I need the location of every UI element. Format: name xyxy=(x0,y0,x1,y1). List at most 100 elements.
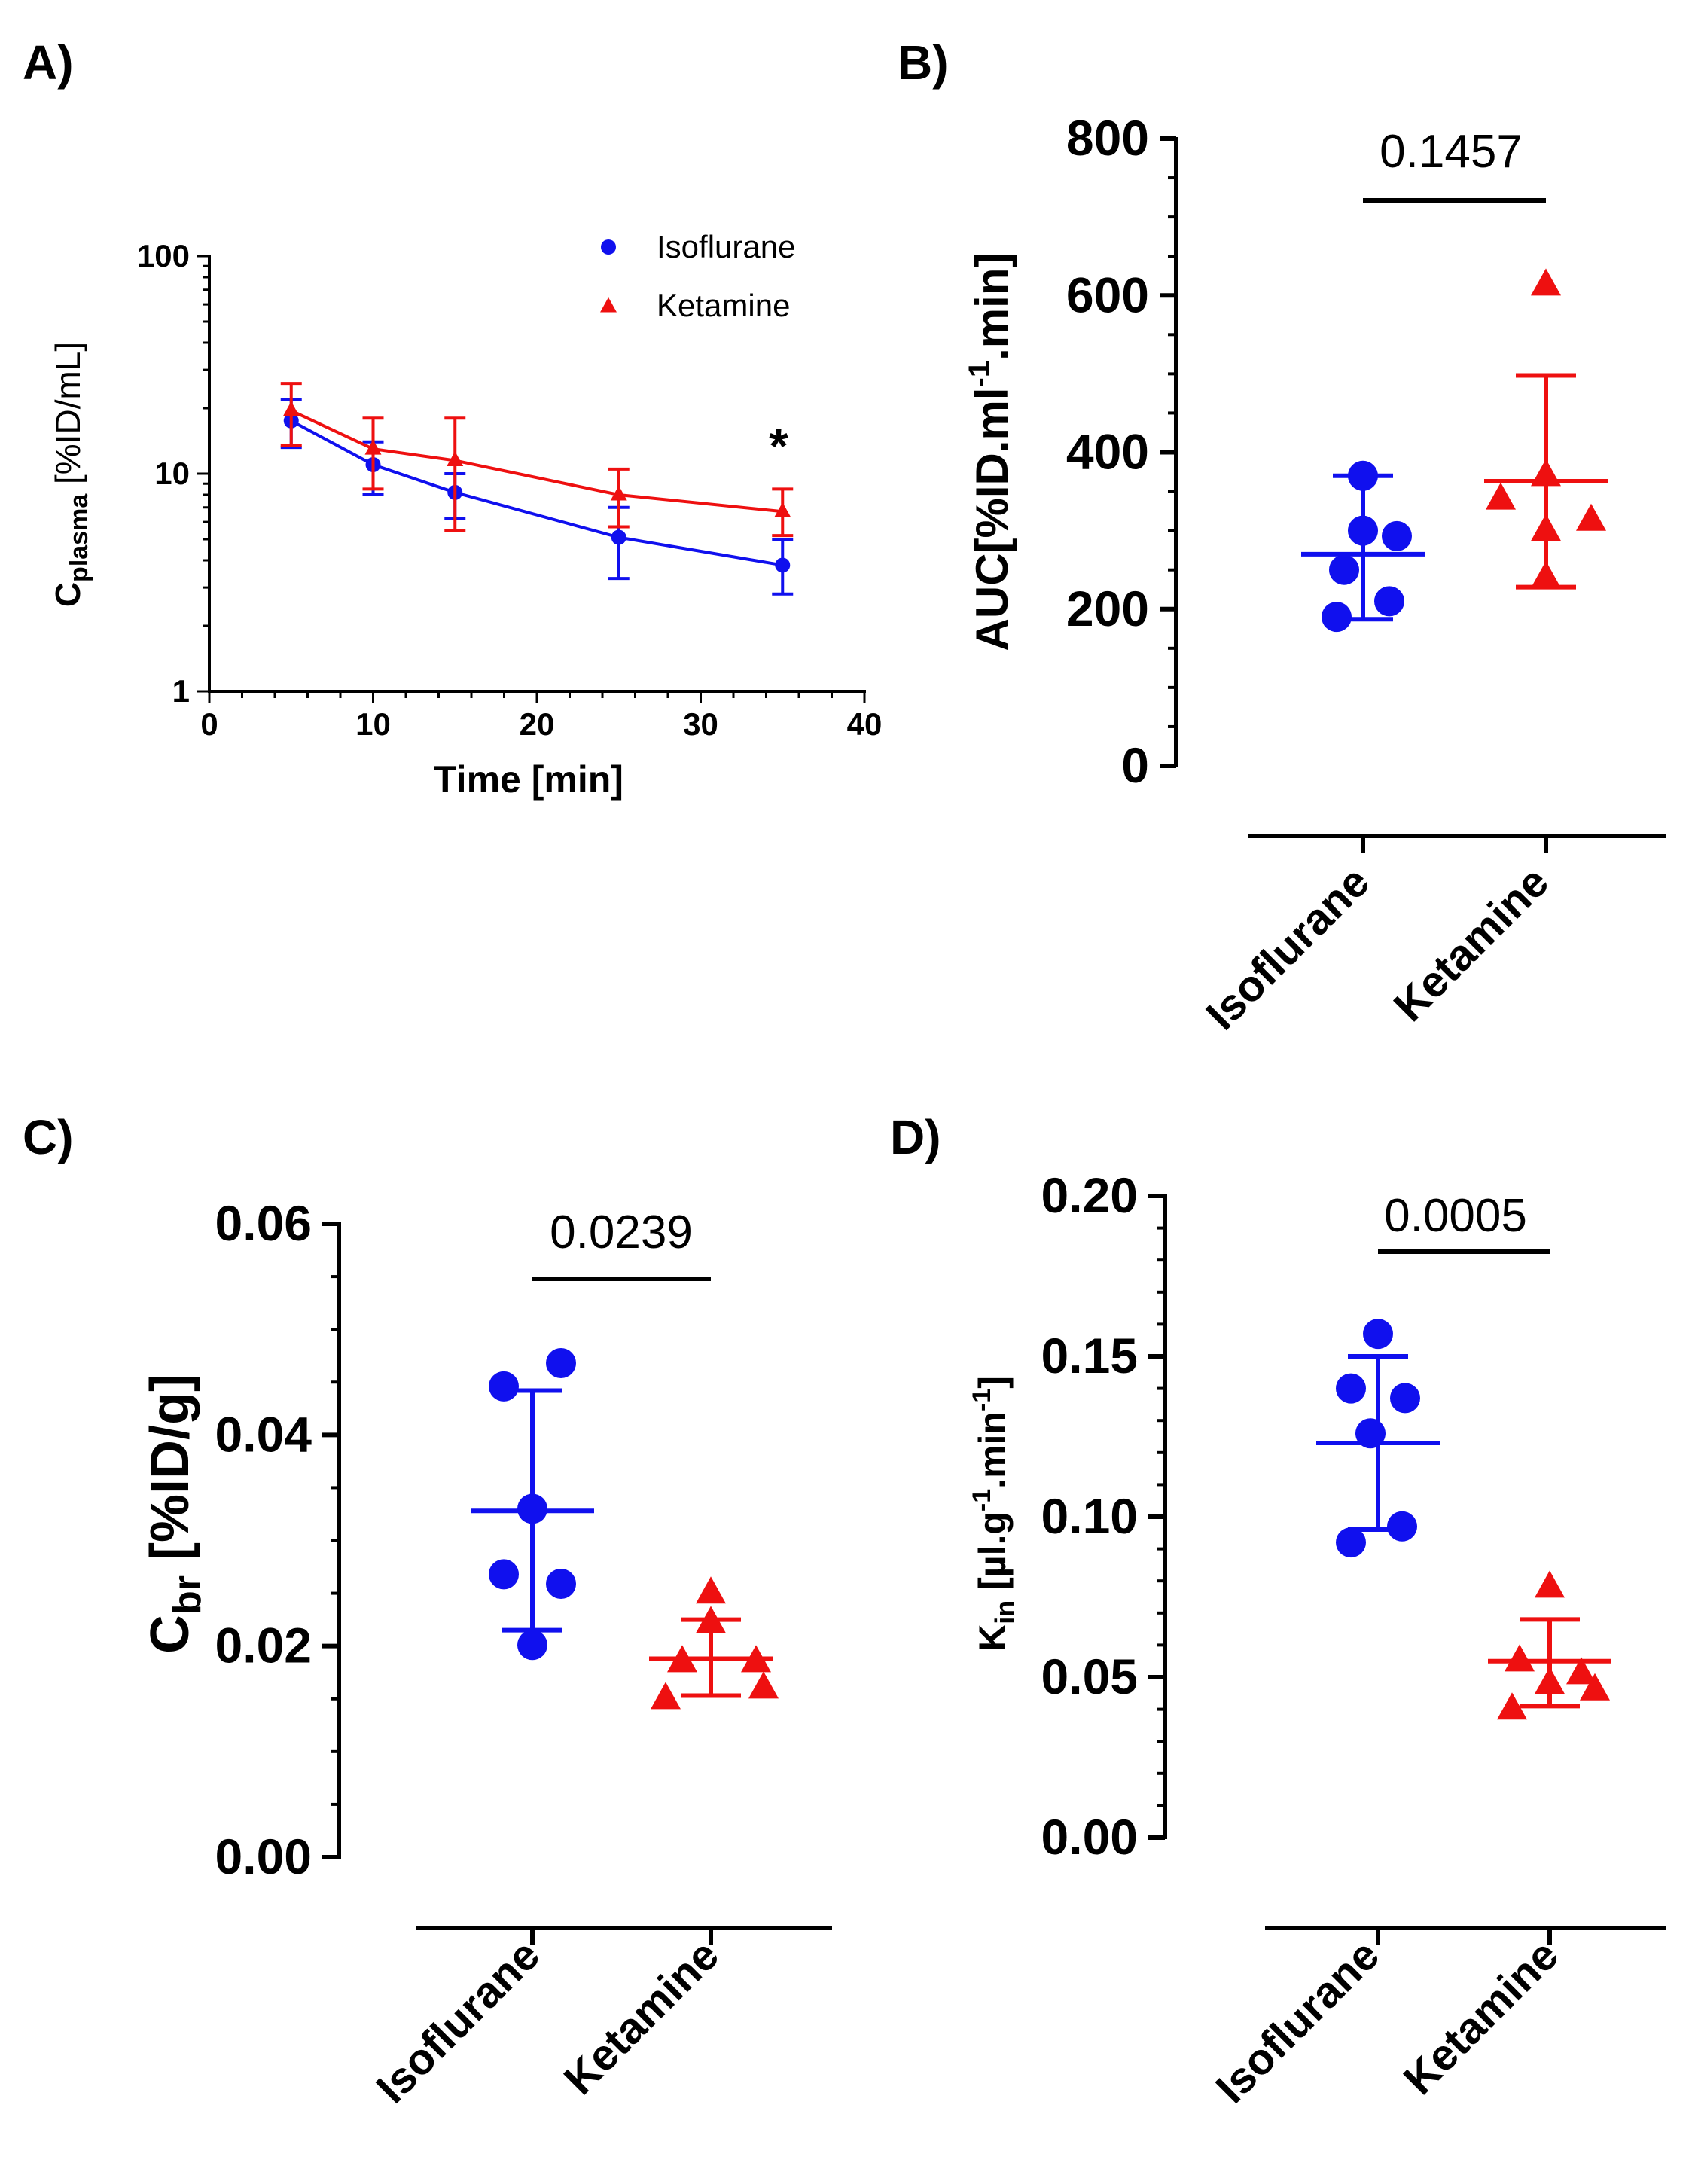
panel-d-y-tick-label: 0.10 xyxy=(1041,1488,1138,1544)
legend-ketamine-label: Ketamine xyxy=(657,288,790,323)
panel-b-ketamine-point xyxy=(1531,514,1561,541)
legend-ketamine-symbol xyxy=(600,297,617,313)
panel-d-ketamine-point xyxy=(1580,1673,1610,1701)
panel-d-y-title-sup2: -1 xyxy=(968,1389,996,1411)
panel-d-y-title-rest2: .min xyxy=(971,1411,1014,1489)
panel-a-series xyxy=(280,382,794,596)
panel-b-y-title: AUC[%ID.ml-1.min] xyxy=(963,253,1017,651)
panel-a-ketamine-point xyxy=(774,502,791,517)
legend-isoflurane-marker xyxy=(601,239,616,255)
panel-c-category-ketamine: Ketamine xyxy=(555,1930,729,2104)
panel-b-ketamine-point xyxy=(1576,503,1606,531)
panel-c-ticks: 0.00 0.02 0.04 0.06 xyxy=(215,1195,339,1884)
panel-a-x-title: Time [min] xyxy=(434,758,623,801)
panel-c-data xyxy=(471,1348,779,1710)
panel-c-isoflurane-point xyxy=(546,1348,576,1379)
panel-a-ketamine-point xyxy=(447,451,464,466)
panel-b-y-title-sup: -1 xyxy=(963,361,996,388)
panel-d-isoflurane-point xyxy=(1336,1373,1366,1404)
panel-d-label: D) xyxy=(890,1110,941,1164)
panel-a-isoflurane-point xyxy=(775,557,791,573)
panel-b-axes xyxy=(1174,137,1666,853)
panel-b-isoflurane-point xyxy=(1374,586,1404,617)
panel-d-ketamine-point xyxy=(1497,1692,1527,1720)
panel-a-isoflurane-point xyxy=(611,529,626,545)
legend-ketamine-marker xyxy=(600,297,617,313)
panel-d-isoflurane-point xyxy=(1387,1511,1417,1542)
panel-a-x-tick-label: 20 xyxy=(520,706,555,742)
panel-b-category-ketamine: Ketamine xyxy=(1385,857,1559,1031)
panel-c-isoflurane-point xyxy=(489,1559,519,1590)
panel-a: A) 0 10 20 30 40 1 10 100 Time [min] Cplasma [%… xyxy=(23,35,882,801)
panel-d-y-title-end: ] xyxy=(971,1376,1014,1389)
panel-d-isoflurane-point xyxy=(1363,1319,1393,1350)
panel-b-category-isoflurane: Isoflurane xyxy=(1197,857,1379,1039)
panel-b-isoflurane-point xyxy=(1329,554,1359,585)
panel-a-x-tick-label: 40 xyxy=(847,706,883,742)
panel-d-y-title-rest: [µl.g xyxy=(971,1511,1014,1600)
panel-c-ketamine-point xyxy=(696,1606,726,1633)
panel-d-y-title-sup: -1 xyxy=(968,1489,996,1511)
panel-b-isoflurane-point xyxy=(1348,515,1378,546)
panel-a-y-title-sub: plasma xyxy=(65,493,93,582)
panel-a-label: A) xyxy=(23,35,74,90)
panel-b-pvalue: 0.1457 xyxy=(1380,126,1523,178)
legend-isoflurane-label: Isoflurane xyxy=(657,229,795,264)
panel-d-data xyxy=(1316,1319,1611,1720)
panel-b-data xyxy=(1301,268,1608,633)
panel-d-y-tick-label: 0.00 xyxy=(1041,1809,1138,1865)
panel-a-ketamine-point xyxy=(282,401,300,416)
panel-c-y-title: Cbr [%ID/g] xyxy=(140,1374,209,1654)
panel-d-category-isoflurane: Isoflurane xyxy=(1206,1930,1389,2112)
panel-b-ketamine-point xyxy=(1531,459,1561,487)
legend: Isoflurane Ketamine xyxy=(600,229,795,323)
panel-d-isoflurane-point xyxy=(1355,1418,1386,1449)
panel-b-y-tick-label: 0 xyxy=(1121,737,1149,793)
panel-d-isoflurane-point xyxy=(1336,1527,1366,1558)
panel-c-ketamine-point xyxy=(741,1645,771,1673)
panel-a-y-tick-label: 100 xyxy=(137,238,190,273)
panel-c-y-title-rest: [%ID/g] xyxy=(140,1374,200,1575)
panel-b-isoflurane-point xyxy=(1322,602,1352,633)
panel-a-y-title-main: C xyxy=(48,582,87,607)
panel-c-label: C) xyxy=(23,1110,74,1164)
panel-d-axes xyxy=(1163,1194,1666,1945)
panel-a-ketamine-point xyxy=(364,439,382,455)
panel-b-isoflurane-point xyxy=(1348,460,1378,491)
panel-c-isoflurane-point xyxy=(546,1568,576,1599)
panel-a-ticks: 0 10 20 30 40 1 10 100 xyxy=(137,238,882,742)
panel-d-ketamine-point xyxy=(1505,1644,1535,1672)
panel-c-ketamine-point xyxy=(651,1682,681,1710)
panel-c-category-isoflurane: Isoflurane xyxy=(367,1930,549,2112)
panel-d-ticks: 0.00 0.05 0.10 0.15 0.20 xyxy=(1041,1167,1165,1865)
panel-d-pvalue: 0.0005 xyxy=(1384,1190,1527,1242)
panel-b-label: B) xyxy=(898,35,949,90)
panel-d-ketamine-point xyxy=(1535,1667,1565,1694)
panel-c-y-title-sub: br xyxy=(166,1575,209,1615)
panel-b: B) 0 200 400 600 800 0.1457 AUC[%ID.ml-1.min… xyxy=(898,35,1666,1039)
panel-d-y-title: Kin [µl.g-1.min-1] xyxy=(968,1376,1020,1652)
panel-c-isoflurane-point xyxy=(517,1493,547,1524)
panel-b-isoflurane-point xyxy=(1382,520,1412,551)
panel-c-pvalue: 0.0239 xyxy=(550,1206,693,1258)
panel-a-y-title: Cplasma [%ID/mL] xyxy=(48,342,93,607)
panel-a-x-tick-label: 30 xyxy=(683,706,718,742)
panel-b-y-tick-label: 600 xyxy=(1066,267,1149,322)
panel-c-ketamine-point xyxy=(748,1671,779,1699)
panel-c-ketamine-point xyxy=(696,1576,726,1604)
panel-a-y-tick-label: 1 xyxy=(172,673,190,709)
panel-d-isoflurane-point xyxy=(1390,1383,1420,1414)
panel-d-category-ketamine: Ketamine xyxy=(1395,1930,1569,2104)
panel-a-x-tick-label: 10 xyxy=(355,706,391,742)
panel-b-y-title-rest: .min] xyxy=(967,253,1017,361)
panel-b-y-tick-label: 400 xyxy=(1066,424,1149,480)
panel-c-axes xyxy=(337,1222,832,1945)
panel-b-y-tick-label: 200 xyxy=(1066,581,1149,636)
panel-b-ketamine-point xyxy=(1531,268,1561,296)
panel-a-x-tick-label: 0 xyxy=(200,706,218,742)
panel-a-y-title-rest: [%ID/mL] xyxy=(48,342,87,494)
panel-b-y-tick-label: 800 xyxy=(1066,110,1149,166)
panel-d-ketamine-point xyxy=(1535,1570,1565,1598)
panel-a-ketamine-point xyxy=(610,485,627,501)
